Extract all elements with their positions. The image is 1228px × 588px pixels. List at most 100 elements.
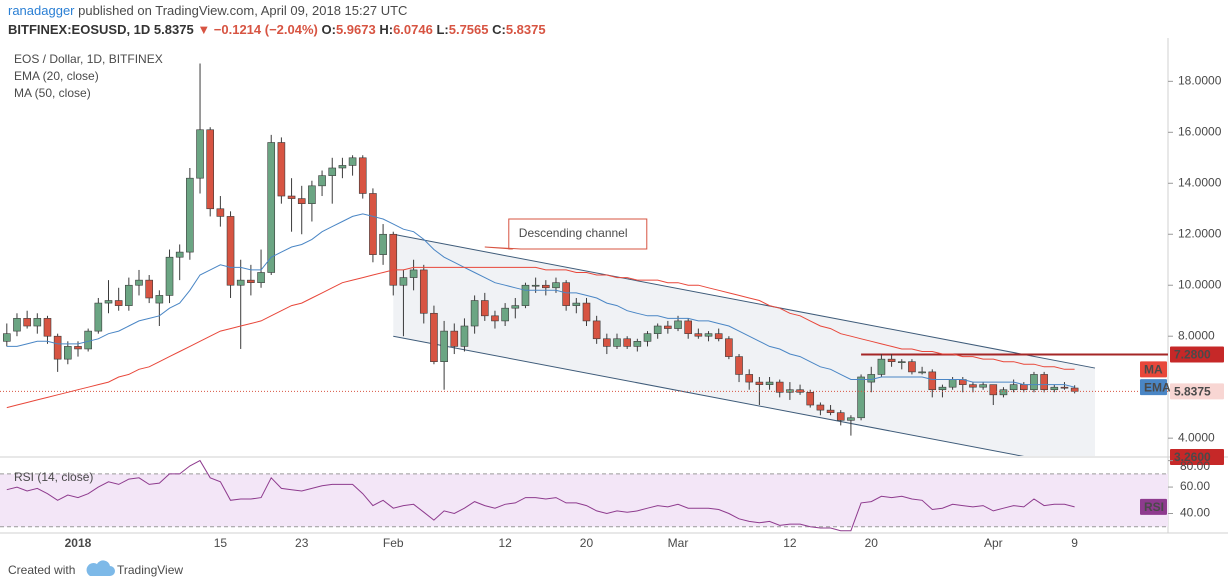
candle-body (816, 404, 825, 411)
x-tick-label: 15 (214, 536, 228, 550)
candle-body (287, 195, 296, 199)
candle-body (714, 333, 723, 340)
candle-body (226, 216, 235, 286)
candle-body (125, 284, 133, 306)
candle-body (267, 142, 276, 273)
indicator-line (6, 213, 1075, 388)
x-tick-label: Apr (984, 536, 1003, 550)
symbol-line: BITFINEX:EOSUSD, 1D 5.8375 ▼ −0.1214 (−2… (8, 22, 546, 37)
candle-body (13, 318, 21, 332)
publish-line: ranadagger published on TradingView.com,… (8, 3, 407, 18)
candle-body (491, 315, 499, 322)
candle-body (196, 129, 204, 179)
rsi-panel (0, 459, 1168, 532)
logo-icon (86, 560, 115, 576)
candle-body (440, 330, 448, 362)
candle-body (948, 379, 957, 388)
y-tick-label: 12.0000 (1178, 226, 1222, 240)
candle-body (348, 157, 357, 166)
y-tick-label: 10.0000 (1178, 277, 1222, 291)
legend-entry: EMA (20, close) (14, 69, 99, 83)
candle-body (358, 157, 367, 194)
candle-body (480, 300, 489, 317)
y-tick-label: 80.00 (1180, 459, 1210, 473)
author[interactable]: ranadagger (8, 3, 75, 18)
candle-body (2, 333, 11, 342)
candle-body (247, 279, 255, 283)
candle-body (908, 361, 916, 373)
ohlc-label: C: (492, 22, 506, 37)
footer: Created with TradingView (8, 560, 183, 577)
ohlc-value: 5.7565 (449, 22, 489, 37)
candle-body (542, 284, 550, 289)
candle-body (165, 256, 174, 296)
candle-body (1030, 374, 1038, 391)
candle-body (389, 233, 398, 286)
candle-body (308, 185, 316, 204)
x-tick-label: 20 (865, 536, 879, 550)
x-tick-label: 23 (295, 536, 309, 550)
price-tag (1170, 346, 1224, 363)
candle-body (53, 335, 62, 360)
price-tag-label: EMA (1144, 380, 1171, 394)
candle-body (470, 300, 479, 327)
candle-body (643, 333, 652, 342)
candle-body (694, 333, 703, 337)
candle-body (114, 300, 123, 306)
x-tick-label: 12 (498, 536, 512, 550)
candle-body (796, 389, 804, 393)
x-tick-label: 9 (1071, 536, 1078, 550)
callout-box (484, 218, 648, 250)
overlay: 4.0000 8.0000 10.0000 12.0000 14.0000 16.0000… (14, 52, 1224, 550)
candle-body (33, 318, 42, 327)
rsi-band (0, 473, 1168, 527)
price-tag-label: 5.8375 (1174, 384, 1211, 398)
candle-body (1060, 386, 1069, 389)
candle-body (399, 277, 408, 286)
ohlc-label: L: (436, 22, 448, 37)
change: ▼ −0.1214 (−2.04%) (197, 22, 318, 37)
channel-fill (393, 234, 1095, 456)
channel-line (393, 335, 1025, 456)
candle-body (1050, 386, 1059, 391)
candle-body (592, 320, 601, 340)
candle-body (928, 371, 937, 391)
candle-body (379, 233, 387, 255)
candle-body (277, 142, 286, 197)
candle-body (430, 312, 438, 362)
candle-body (826, 409, 835, 413)
candle-body (64, 346, 72, 360)
candle-body (338, 165, 347, 169)
y-tick-label: 16.0000 (1178, 124, 1222, 138)
candle-body (318, 175, 326, 187)
candle-body (216, 208, 225, 217)
candle-body (1040, 374, 1048, 391)
x-tick-label: 20 (580, 536, 594, 550)
price-tag-label: MA (1144, 363, 1163, 377)
candle-body (918, 371, 926, 374)
candle-body (155, 295, 164, 304)
candle-body (735, 356, 743, 375)
x-tick-label: 12 (783, 536, 797, 550)
ohlc-label: H: (379, 22, 393, 37)
candle-body (206, 129, 214, 210)
candle-body (74, 346, 82, 350)
brand[interactable]: TradingView (117, 563, 183, 577)
candle-body (328, 167, 337, 176)
symbol: BITFINEX:EOSUSD, 1D (8, 22, 150, 37)
x-tick-label: Feb (383, 536, 404, 550)
candle-body (572, 302, 581, 306)
candle-body (450, 330, 459, 347)
candle-body (653, 325, 662, 334)
candle-body (603, 338, 611, 347)
rsi-title: RSI (14, close) (14, 470, 93, 484)
candle-body (236, 279, 245, 286)
y-tick-label: 8.0000 (1178, 328, 1215, 342)
candle-body (725, 338, 733, 357)
candle-body (460, 325, 469, 347)
candle-body (511, 305, 520, 309)
candle-body (633, 341, 642, 347)
last: 5.8375 (154, 22, 194, 37)
candle-body (989, 384, 998, 396)
candle-body (104, 300, 113, 304)
